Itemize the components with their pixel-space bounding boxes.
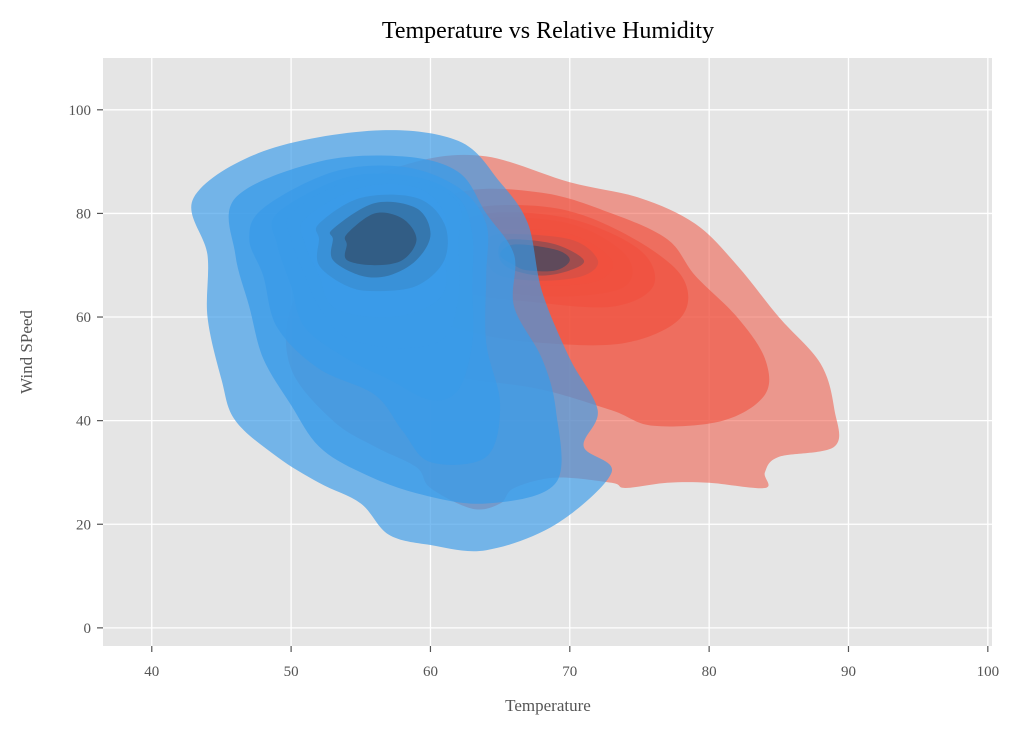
density-contours xyxy=(191,130,840,552)
x-tick-label: 90 xyxy=(841,664,856,680)
y-tick-label: 0 xyxy=(84,621,92,637)
x-tick-label: 60 xyxy=(423,664,438,680)
x-tick-label: 100 xyxy=(977,664,1000,680)
x-tick-label: 50 xyxy=(284,664,299,680)
y-axis-label: Wind SPeed xyxy=(17,310,36,394)
y-tick-label: 20 xyxy=(76,517,91,533)
density-level xyxy=(344,212,417,266)
x-tick-label: 80 xyxy=(702,664,717,680)
chart-title: Temperature vs Relative Humidity xyxy=(382,18,714,44)
x-tick-label: 70 xyxy=(562,664,577,680)
y-tick-label: 60 xyxy=(76,310,91,326)
axis-ticks: 40 50 60 70 80 90 100 0 20 40 60 80 100 xyxy=(69,103,1000,680)
y-tick-label: 80 xyxy=(76,206,91,222)
y-tick-label: 40 xyxy=(76,414,91,430)
y-tick-label: 100 xyxy=(69,103,92,119)
density-series-1 xyxy=(191,130,613,552)
x-tick-label: 40 xyxy=(144,664,159,680)
x-axis-label: Temperature xyxy=(505,696,591,715)
